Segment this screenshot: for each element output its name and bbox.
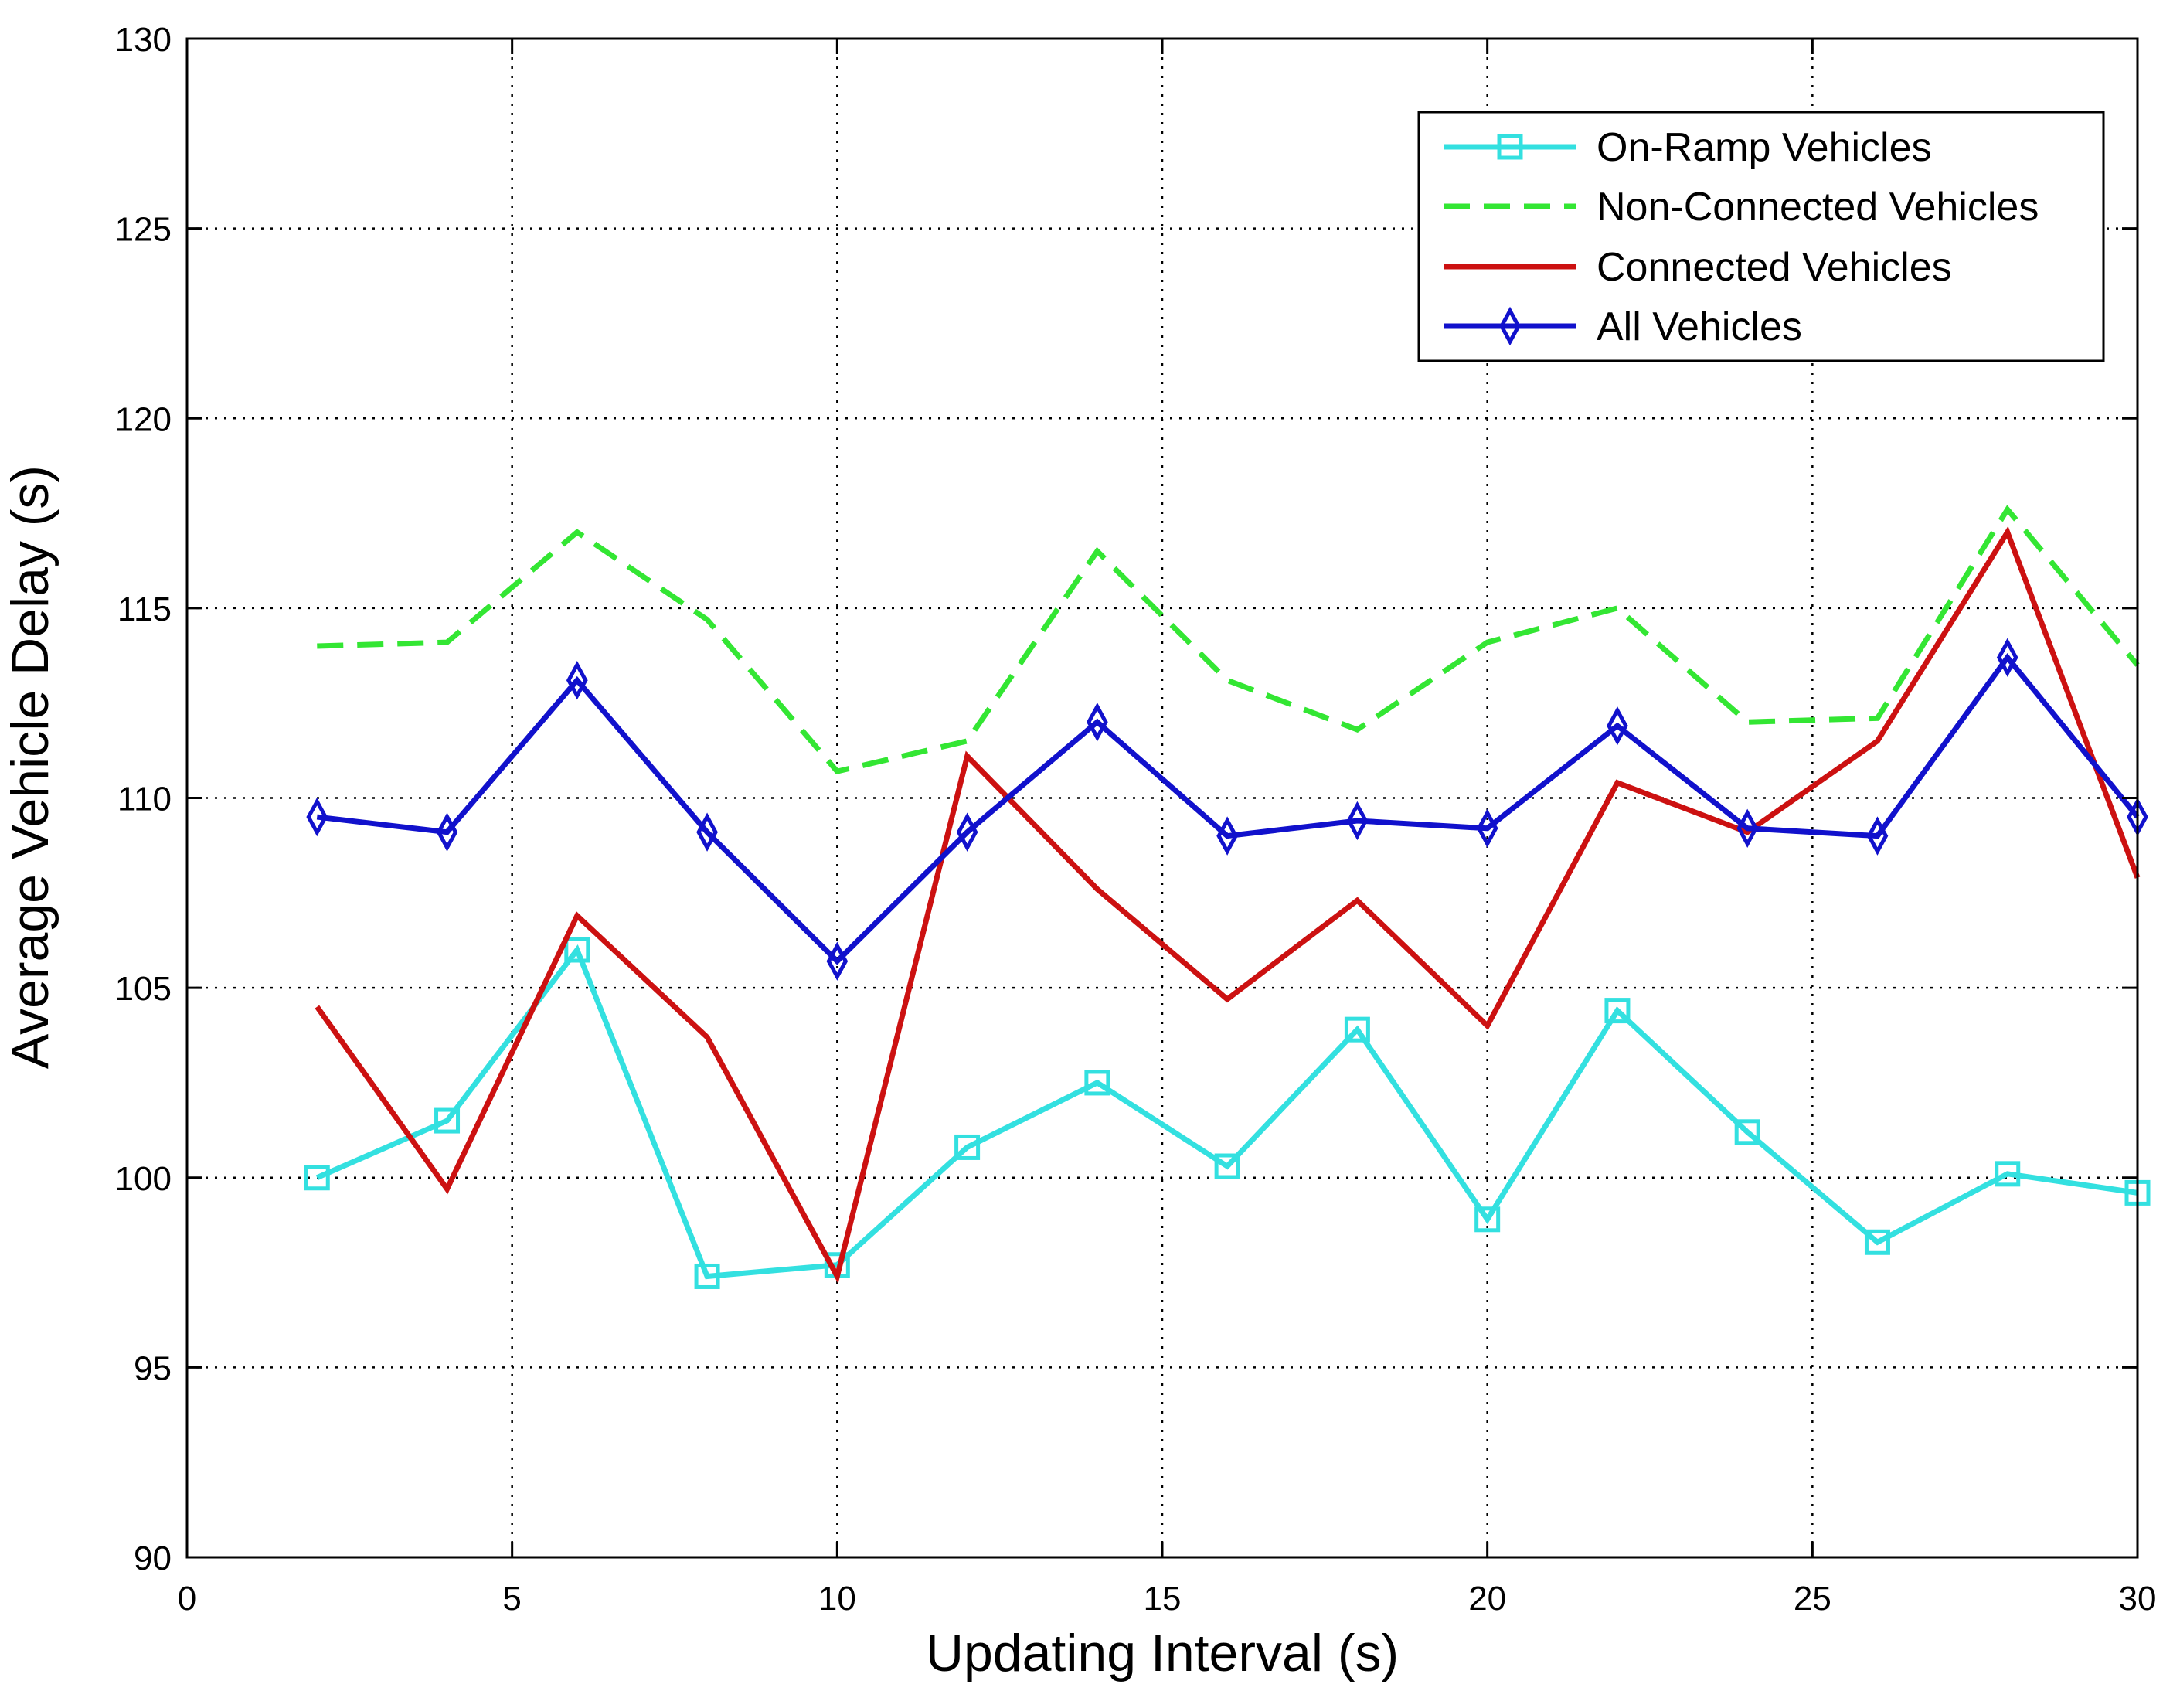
grid-lines	[187, 39, 2137, 1557]
series-line-non-connected-vehicles	[317, 505, 2140, 775]
data-point-on-ramp-vehicles	[1084, 1070, 1110, 1096]
data-point-all-vehicles	[1216, 816, 1238, 856]
legend-label-connected-vehicles: Connected Vehicles	[1597, 245, 1952, 290]
y-tick-label: 110	[117, 781, 172, 818]
legend: On-Ramp Vehicles Non-Connected Vehicles Co…	[1417, 111, 2105, 362]
axis-ticks: 0 5 10 15 20 25 30 90 95 100 105 110 115 120 125 130	[115, 21, 2157, 1618]
data-point-on-ramp-vehicles	[954, 1134, 981, 1160]
legend-label-all-vehicles: All Vehicles	[1597, 305, 1802, 349]
legend-box	[1417, 111, 2105, 362]
x-axis-title: Updating Interval (s)	[926, 1624, 1399, 1682]
data-point-all-vehicles	[1996, 638, 2018, 677]
data-point-on-ramp-vehicles	[694, 1263, 720, 1289]
series-on-ramp-vehicles	[304, 937, 2151, 1289]
series-line-connected-vehicles	[315, 526, 2141, 1284]
y-tick-label: 100	[115, 1160, 172, 1198]
data-point-on-ramp-vehicles	[564, 937, 590, 963]
data-point-on-ramp-vehicles	[434, 1107, 461, 1134]
series-layer	[304, 505, 2151, 1289]
y-tick-label: 115	[117, 590, 172, 628]
y-tick-label: 95	[134, 1349, 172, 1387]
data-point-all-vehicles	[1087, 703, 1108, 742]
y-tick-label: 90	[134, 1540, 172, 1577]
legend-marker-on-ramp-vehicles	[1497, 134, 1523, 160]
x-tick-label: 10	[818, 1580, 856, 1618]
legend-label-on-ramp-vehicles: On-Ramp Vehicles	[1597, 125, 1932, 170]
x-tick-label: 30	[2119, 1580, 2157, 1618]
y-tick-label: 105	[115, 970, 172, 1008]
data-point-on-ramp-vehicles	[1344, 1016, 1370, 1043]
data-point-on-ramp-vehicles	[1864, 1229, 1890, 1255]
data-point-on-ramp-vehicles	[1604, 998, 1631, 1024]
data-point-all-vehicles	[1476, 808, 1498, 848]
data-point-all-vehicles	[436, 812, 458, 852]
x-tick-label: 20	[1468, 1580, 1506, 1618]
y-tick-label: 130	[115, 21, 172, 59]
series-line-all-vehicles	[316, 653, 2140, 965]
data-point-all-vehicles	[1346, 801, 1369, 841]
series-non-connected-vehicles	[317, 505, 2140, 775]
data-point-all-vehicles	[306, 797, 328, 837]
x-tick-label: 5	[502, 1580, 521, 1618]
y-tick-label: 120	[115, 400, 172, 438]
data-point-on-ramp-vehicles	[1734, 1119, 1760, 1145]
series-all-vehicles	[306, 638, 2148, 981]
series-line-on-ramp-vehicles	[315, 944, 2138, 1280]
data-point-all-vehicles	[1866, 816, 1889, 856]
x-tick-label: 25	[1794, 1580, 1831, 1618]
data-point-on-ramp-vehicles	[1995, 1161, 2021, 1187]
x-tick-label: 15	[1144, 1580, 1182, 1618]
x-tick-label: 0	[178, 1580, 196, 1618]
data-point-on-ramp-vehicles	[304, 1165, 330, 1191]
legend-label-non-connected-vehicles: Non-Connected Vehicles	[1597, 185, 2039, 230]
series-connected-vehicles	[315, 526, 2141, 1284]
data-point-all-vehicles	[956, 812, 978, 852]
legend-marker-all-vehicles	[1499, 306, 1521, 346]
data-point-all-vehicles	[696, 812, 718, 852]
y-tick-label: 125	[115, 211, 172, 249]
data-point-on-ramp-vehicles	[1214, 1153, 1240, 1179]
data-point-all-vehicles	[1736, 808, 1759, 848]
data-point-all-vehicles	[826, 941, 849, 981]
data-point-all-vehicles	[1607, 706, 1628, 746]
y-axis-title: Average Vehicle Delay (s)	[1, 465, 60, 1069]
data-point-all-vehicles	[566, 661, 588, 700]
data-point-on-ramp-vehicles	[1474, 1206, 1501, 1233]
